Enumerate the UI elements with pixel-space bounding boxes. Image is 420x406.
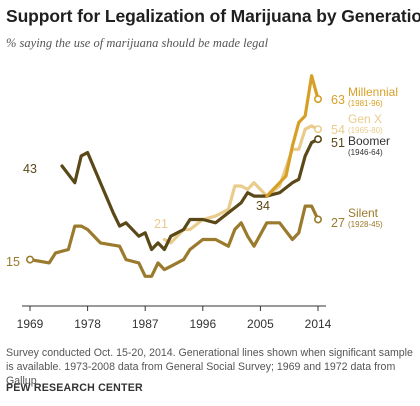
series-years-millennial: (1981-96) bbox=[348, 99, 383, 108]
x-tick-label: 1978 bbox=[74, 317, 101, 331]
series-label-silent: Silent bbox=[348, 206, 379, 220]
data-label-millennial-end: 63 bbox=[331, 93, 345, 107]
end-marker-boomer bbox=[313, 135, 322, 144]
data-label-genx-end: 54 bbox=[331, 123, 345, 137]
series-years-genx: (1965-80) bbox=[348, 126, 383, 135]
end-marker-millennial bbox=[313, 95, 322, 104]
data-label-silent-start: 15 bbox=[6, 255, 20, 269]
end-marker-silent bbox=[313, 215, 322, 224]
chart-subtitle: % saying the use of marijuana should be … bbox=[6, 36, 269, 50]
data-label-genx-start: 21 bbox=[154, 217, 168, 231]
series-years-silent: (1928-45) bbox=[348, 220, 383, 229]
x-tick-label: 1969 bbox=[17, 317, 44, 331]
chart-note: Survey conducted Oct. 15-20, 2014. Gener… bbox=[6, 347, 413, 387]
source-label: PEW RESEARCH CENTER bbox=[6, 382, 143, 394]
series-label-millennial: Millennial bbox=[348, 85, 398, 99]
data-label-silent-end: 27 bbox=[331, 216, 345, 230]
series-years-boomer: (1946-64) bbox=[348, 148, 383, 157]
series-line-silent bbox=[28, 204, 320, 278]
x-tick-label: 1996 bbox=[189, 317, 216, 331]
data-label-2006: 34 bbox=[256, 199, 270, 213]
series-label-genx: Gen X bbox=[348, 112, 382, 126]
chart-title: Support for Legalization of Marijuana by… bbox=[6, 6, 420, 26]
series-line-millennial bbox=[265, 74, 320, 198]
data-label-boomer-start: 43 bbox=[23, 162, 37, 176]
x-tick-label: 1987 bbox=[132, 317, 159, 331]
series-line-gen-x bbox=[162, 124, 320, 245]
series-label-boomer: Boomer bbox=[348, 134, 390, 148]
series-line-boomer bbox=[60, 137, 320, 252]
data-label-boomer-end: 51 bbox=[331, 136, 345, 150]
end-marker-gen-x bbox=[313, 125, 322, 134]
x-tick-label: 2005 bbox=[247, 317, 274, 331]
start-marker-silent bbox=[25, 255, 34, 264]
x-tick-label: 2014 bbox=[305, 317, 332, 331]
